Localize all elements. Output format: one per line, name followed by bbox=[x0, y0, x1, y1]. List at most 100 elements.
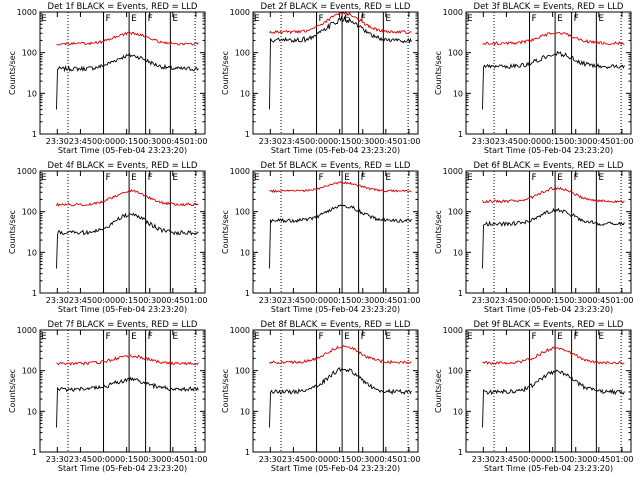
x-tick-label: 23:30 bbox=[259, 455, 282, 464]
events-series-line bbox=[56, 52, 199, 110]
events-series-line bbox=[56, 212, 199, 269]
y-tick-label: 1000 bbox=[443, 8, 463, 17]
lld-series-line bbox=[482, 31, 625, 46]
y-tick-label: 100 bbox=[235, 49, 250, 58]
x-tick-label: 01:00 bbox=[397, 296, 420, 305]
event-marker-label: F bbox=[148, 14, 153, 24]
y-axis-label: Counts/sec bbox=[8, 210, 17, 254]
y-tick-label: 100 bbox=[448, 208, 463, 217]
event-marker-label: E bbox=[598, 14, 604, 24]
x-tick-label: 00:00 bbox=[92, 455, 115, 464]
event-marker-label: F bbox=[319, 173, 324, 183]
event-marker-label: F bbox=[574, 14, 579, 24]
event-marker-label: F bbox=[319, 332, 324, 342]
corner-marker: E bbox=[41, 332, 47, 342]
lld-series-line bbox=[56, 31, 199, 46]
x-axis-label: Start Time (05-Feb-04 23:23:20) bbox=[271, 305, 400, 314]
event-marker-label: E bbox=[598, 173, 604, 183]
y-axis-label: Counts/sec bbox=[221, 51, 230, 95]
y-tick-label: 10 bbox=[240, 407, 250, 416]
plot-frame bbox=[39, 329, 206, 453]
y-tick-label: 1000 bbox=[230, 167, 250, 176]
x-tick-label: 00:15 bbox=[328, 137, 351, 146]
plot-frame bbox=[465, 329, 632, 453]
chart-title: Det 1f BLACK = Events, RED = LLD bbox=[48, 2, 198, 12]
y-tick-label: 1 bbox=[245, 289, 250, 298]
y-tick-label: 1000 bbox=[443, 167, 463, 176]
y-tick-label: 10 bbox=[453, 89, 463, 98]
events-series-line bbox=[269, 15, 412, 110]
event-marker-label: F bbox=[148, 173, 153, 183]
x-tick-label: 23:30 bbox=[472, 296, 495, 305]
x-tick-label: 01:00 bbox=[184, 296, 207, 305]
y-tick-label: 1 bbox=[32, 448, 37, 457]
event-marker-label: F bbox=[574, 332, 579, 342]
x-tick-label: 01:00 bbox=[610, 455, 633, 464]
events-series-line bbox=[482, 207, 625, 269]
y-tick-label: 1 bbox=[245, 448, 250, 457]
y-tick-label: 1000 bbox=[443, 326, 463, 335]
x-tick-label: 00:00 bbox=[518, 296, 541, 305]
x-tick-label: 23:45 bbox=[69, 296, 92, 305]
x-tick-label: 23:30 bbox=[472, 455, 495, 464]
plot-frame bbox=[252, 329, 419, 453]
y-tick-label: 1 bbox=[245, 130, 250, 139]
event-marker-label: F bbox=[532, 173, 537, 183]
y-tick-label: 10 bbox=[240, 89, 250, 98]
chart-panel-2: Det 2f BLACK = Events, RED = LLD 1 10 100 10… bbox=[221, 2, 420, 155]
x-tick-label: 00:15 bbox=[541, 455, 564, 464]
x-tick-label: 23:30 bbox=[472, 137, 495, 146]
x-tick-label: 23:30 bbox=[46, 296, 69, 305]
x-tick-label: 00:30 bbox=[138, 455, 161, 464]
y-tick-label: 1000 bbox=[230, 8, 250, 17]
event-marker-label: E bbox=[385, 173, 391, 183]
x-tick-label: 23:30 bbox=[46, 455, 69, 464]
x-tick-label: 01:00 bbox=[184, 137, 207, 146]
y-tick-label: 1 bbox=[458, 130, 463, 139]
chart-panel-1: Det 1f BLACK = Events, RED = LLD 1 10 100 10… bbox=[8, 2, 207, 155]
event-marker-label: F bbox=[574, 173, 579, 183]
x-tick-label: 01:00 bbox=[397, 137, 420, 146]
chart-title: Det 4f BLACK = Events, RED = LLD bbox=[48, 161, 198, 171]
x-tick-label: 23:45 bbox=[495, 137, 518, 146]
y-tick-label: 1000 bbox=[17, 167, 37, 176]
x-tick-label: 00:30 bbox=[351, 296, 374, 305]
event-marker-label: E bbox=[344, 332, 350, 342]
x-tick-label: 00:30 bbox=[564, 137, 587, 146]
x-tick-label: 00:45 bbox=[161, 455, 184, 464]
chart-title: Det 2f BLACK = Events, RED = LLD bbox=[261, 2, 411, 12]
y-axis-label: Counts/sec bbox=[8, 369, 17, 413]
y-tick-label: 10 bbox=[453, 248, 463, 257]
y-tick-label: 100 bbox=[22, 208, 37, 217]
chart-title: Det 6f BLACK = Events, RED = LLD bbox=[474, 161, 624, 171]
plot-frame bbox=[252, 11, 419, 135]
y-tick-label: 100 bbox=[22, 367, 37, 376]
x-tick-label: 23:45 bbox=[69, 455, 92, 464]
y-axis-label: Counts/sec bbox=[434, 210, 443, 254]
event-marker-label: E bbox=[557, 173, 563, 183]
y-axis-label: Counts/sec bbox=[434, 369, 443, 413]
event-marker-label: F bbox=[532, 14, 537, 24]
x-tick-label: 23:45 bbox=[495, 455, 518, 464]
x-tick-label: 01:00 bbox=[397, 455, 420, 464]
plot-frame bbox=[39, 170, 206, 294]
chart-title: Det 7f BLACK = Events, RED = LLD bbox=[48, 320, 198, 330]
x-tick-label: 23:45 bbox=[282, 137, 305, 146]
chart-panel-9: Det 9f BLACK = Events, RED = LLD 1 10 100 10… bbox=[434, 320, 633, 473]
y-tick-label: 10 bbox=[240, 248, 250, 257]
x-tick-label: 00:45 bbox=[161, 296, 184, 305]
x-tick-label: 00:45 bbox=[374, 455, 397, 464]
event-marker-label: E bbox=[598, 332, 604, 342]
corner-marker: E bbox=[467, 173, 473, 183]
x-tick-label: 23:45 bbox=[282, 455, 305, 464]
x-tick-label: 00:45 bbox=[374, 296, 397, 305]
y-tick-label: 10 bbox=[27, 89, 37, 98]
events-series-line bbox=[269, 204, 412, 269]
x-tick-label: 00:00 bbox=[305, 137, 328, 146]
event-marker-label: E bbox=[344, 14, 350, 24]
y-tick-label: 10 bbox=[27, 248, 37, 257]
lld-series-line bbox=[269, 181, 412, 194]
x-tick-label: 00:00 bbox=[518, 455, 541, 464]
x-tick-label: 23:45 bbox=[282, 296, 305, 305]
x-tick-label: 00:45 bbox=[587, 296, 610, 305]
